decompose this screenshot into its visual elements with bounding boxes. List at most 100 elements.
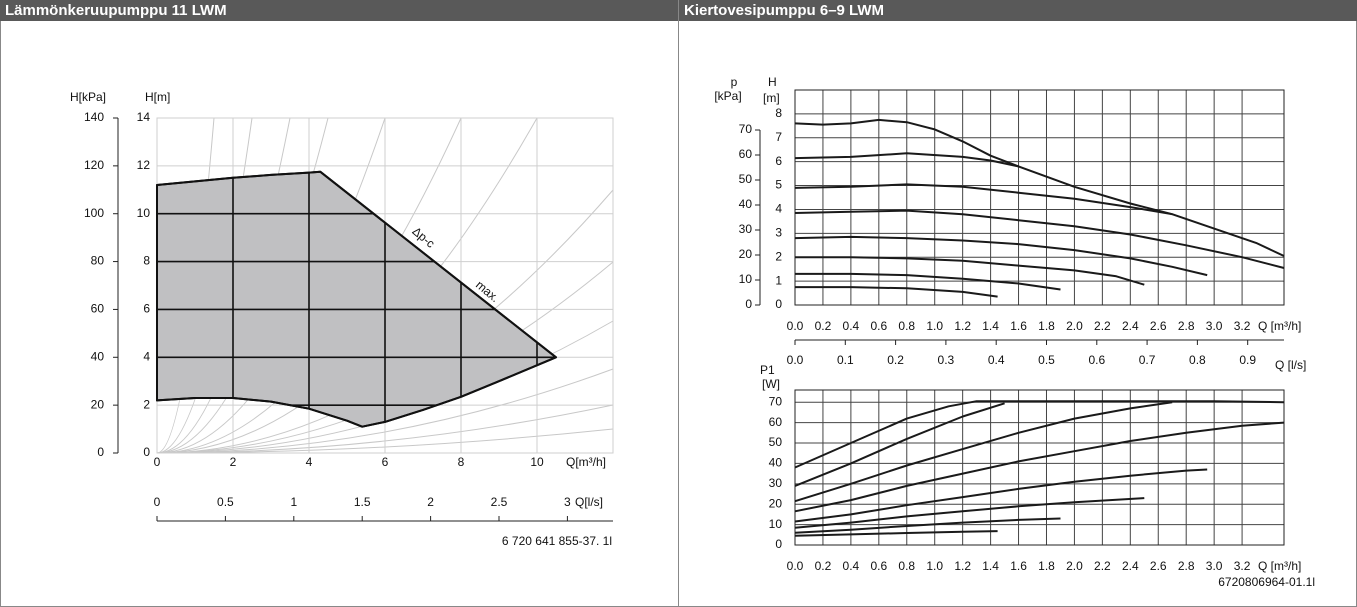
xlabel-text: Q [m³/h] [1258,319,1301,333]
x-tick-label: 0.6 [870,559,887,573]
x-tick-label: 10 [530,455,544,469]
y-tick-label: 10 [769,517,783,531]
x-tick-label: 1.6 [1010,319,1027,333]
x-tick-label: 1.2 [954,319,971,333]
x2-tick-label: 2.5 [491,495,508,509]
x-tick-label: 1.0 [926,319,943,333]
y-tick-label: 0 [775,297,782,311]
y-tick-label: 14 [137,110,151,124]
x2-tick-label: 0.4 [988,353,1005,367]
x2-tick-label: 2 [427,495,434,509]
y-2unit-text: [kPa] [714,89,741,103]
x-tick-label: 2.6 [1150,559,1167,573]
y2-tick-label: 0 [745,297,752,311]
x-tick-label: 0.8 [898,559,915,573]
y2-tick-label: 40 [91,349,105,363]
y-tick-label: 2 [775,249,782,263]
y2-tick-label: 20 [739,247,753,261]
y-tick-label: 30 [769,476,783,490]
chart: 0.0 0.2 0.4 0.6 0.8 1.0 1.2 1.4 1.6 1.8 2.0 2.2 2.4 2… [760,339,1315,589]
y2-tick-label: 60 [739,147,753,161]
y2-tick-label: 140 [84,110,104,124]
x2-tick-label: 1.5 [354,495,371,509]
x-tick-label: 2 [230,455,237,469]
y2-tick-label: 0 [97,445,104,459]
y-tick-label: 6 [143,302,150,316]
x2-tick-label: 0.3 [938,353,955,367]
ylabel-text: H [768,75,777,89]
xlabel-text: Q[m³/h] [566,455,606,469]
yunit-text: [m] [763,91,780,105]
x-tick-label: 0.8 [898,319,915,333]
y-tick-label: 4 [143,349,150,363]
plot-frame [794,89,1285,306]
y-tick-label: 7 [775,130,782,144]
curve [794,183,1173,216]
x-tick-label: 0.6 [870,319,887,333]
curve [794,400,1285,469]
y2-tick-label: 40 [739,197,753,211]
x2-tick-label: 0.0 [787,353,804,367]
ylabel-text: P1 [760,363,775,377]
curve [794,152,1019,168]
x-tick-label: 0 [154,455,161,469]
x-tick-label: 2.4 [1122,319,1139,333]
x-tick-label: 2.8 [1178,559,1195,573]
y-tick-label: 3 [775,226,782,240]
x2-tick-label: 0.2 [887,353,904,367]
panel-title: Kiertovesipumppu 6–9 LWM [684,2,884,19]
x2-tick-label: 0.1 [837,353,854,367]
y-tick-label: 0 [775,537,782,551]
y-tick-label: 6 [775,154,782,168]
header-bar [679,0,1357,21]
y-tick-label: 60 [769,415,783,429]
x-tick-label: 3.0 [1206,559,1223,573]
yunit-text: [W] [762,377,780,391]
x2-tick-label: 3 [564,495,571,509]
x-tick-label: 2.2 [1094,319,1111,333]
note-text: 6 720 641 855-37. 1l [502,534,612,548]
x-tick-label: 0.4 [843,559,860,573]
x2-tick-label: 0.9 [1239,353,1256,367]
x-tick-label: 1.6 [1010,559,1027,573]
x-tick-label: 1.4 [982,559,999,573]
x-2label-text: Q [l/s] [1275,358,1306,372]
curve [794,517,1061,534]
x-tick-label: 0.0 [787,319,804,333]
curve [794,421,1285,513]
y-tick-label: 50 [769,435,783,449]
curve [795,256,1145,286]
curve [794,468,1208,523]
y2-tick-label: 120 [84,158,104,172]
x2-tick-label: 0.5 [217,495,234,509]
x-tick-label: 2.0 [1066,319,1083,333]
x2-tick-label: 0.8 [1189,353,1206,367]
y2-tick-label: 60 [91,302,105,316]
chart: 0.0 0.2 0.4 0.6 0.8 1.0 1.2 1.4 1.6 1.8 2.0 2.2 2.4 2… [714,75,1301,333]
curve [794,235,1208,277]
y-tick-label: 1 [775,273,782,287]
x-tick-label: 1.4 [982,319,999,333]
x-tick-label: 2.0 [1066,559,1083,573]
y2-tick-label: 20 [91,397,105,411]
curve [794,530,998,537]
x-tick-label: 0.4 [843,319,860,333]
y-tick-label: 70 [769,394,783,408]
y-tick-label: 0 [143,445,150,459]
x-tick-label: 2.4 [1122,559,1139,573]
y2-tick-label: 30 [739,222,753,236]
y-tick-label: 2 [143,397,150,411]
operating-area-outline [156,170,557,428]
y-2label-text: p [731,75,738,89]
x2-tick-label: 0.6 [1088,353,1105,367]
x-tick-label: 3.2 [1234,319,1251,333]
x-tick-label: 2.8 [1178,319,1195,333]
x-tick-label: 3.0 [1206,319,1223,333]
y-tick-label: 12 [137,158,151,172]
y-tick-label: 8 [143,254,150,268]
curve [794,497,1145,529]
x2-tick-label: 0.5 [1038,353,1055,367]
y-2label-text: H[kPa] [70,90,106,104]
